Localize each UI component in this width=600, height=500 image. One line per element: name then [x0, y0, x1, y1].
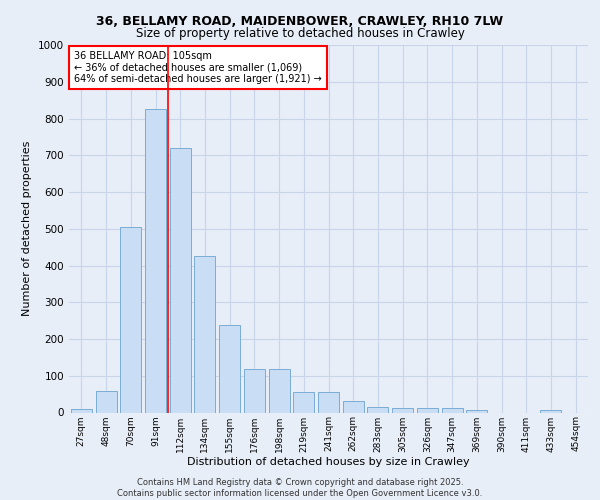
Text: Size of property relative to detached houses in Crawley: Size of property relative to detached ho…: [136, 28, 464, 40]
Bar: [541, 410, 562, 412]
Bar: [170, 148, 191, 412]
Bar: [367, 407, 388, 412]
Bar: [442, 408, 463, 412]
Bar: [194, 256, 215, 412]
Bar: [244, 369, 265, 412]
Bar: [269, 369, 290, 412]
Bar: [343, 402, 364, 412]
Text: Contains HM Land Registry data © Crown copyright and database right 2025.
Contai: Contains HM Land Registry data © Crown c…: [118, 478, 482, 498]
Bar: [392, 408, 413, 412]
Bar: [145, 110, 166, 412]
Bar: [95, 391, 116, 412]
Bar: [417, 408, 438, 412]
Bar: [120, 227, 141, 412]
Text: 36, BELLAMY ROAD, MAIDENBOWER, CRAWLEY, RH10 7LW: 36, BELLAMY ROAD, MAIDENBOWER, CRAWLEY, …: [97, 15, 503, 28]
Bar: [293, 392, 314, 412]
Text: 36 BELLAMY ROAD: 105sqm
← 36% of detached houses are smaller (1,069)
64% of semi: 36 BELLAMY ROAD: 105sqm ← 36% of detache…: [74, 50, 322, 84]
Bar: [219, 325, 240, 412]
X-axis label: Distribution of detached houses by size in Crawley: Distribution of detached houses by size …: [187, 457, 470, 467]
Y-axis label: Number of detached properties: Number of detached properties: [22, 141, 32, 316]
Bar: [71, 409, 92, 412]
Bar: [466, 410, 487, 412]
Bar: [318, 392, 339, 412]
